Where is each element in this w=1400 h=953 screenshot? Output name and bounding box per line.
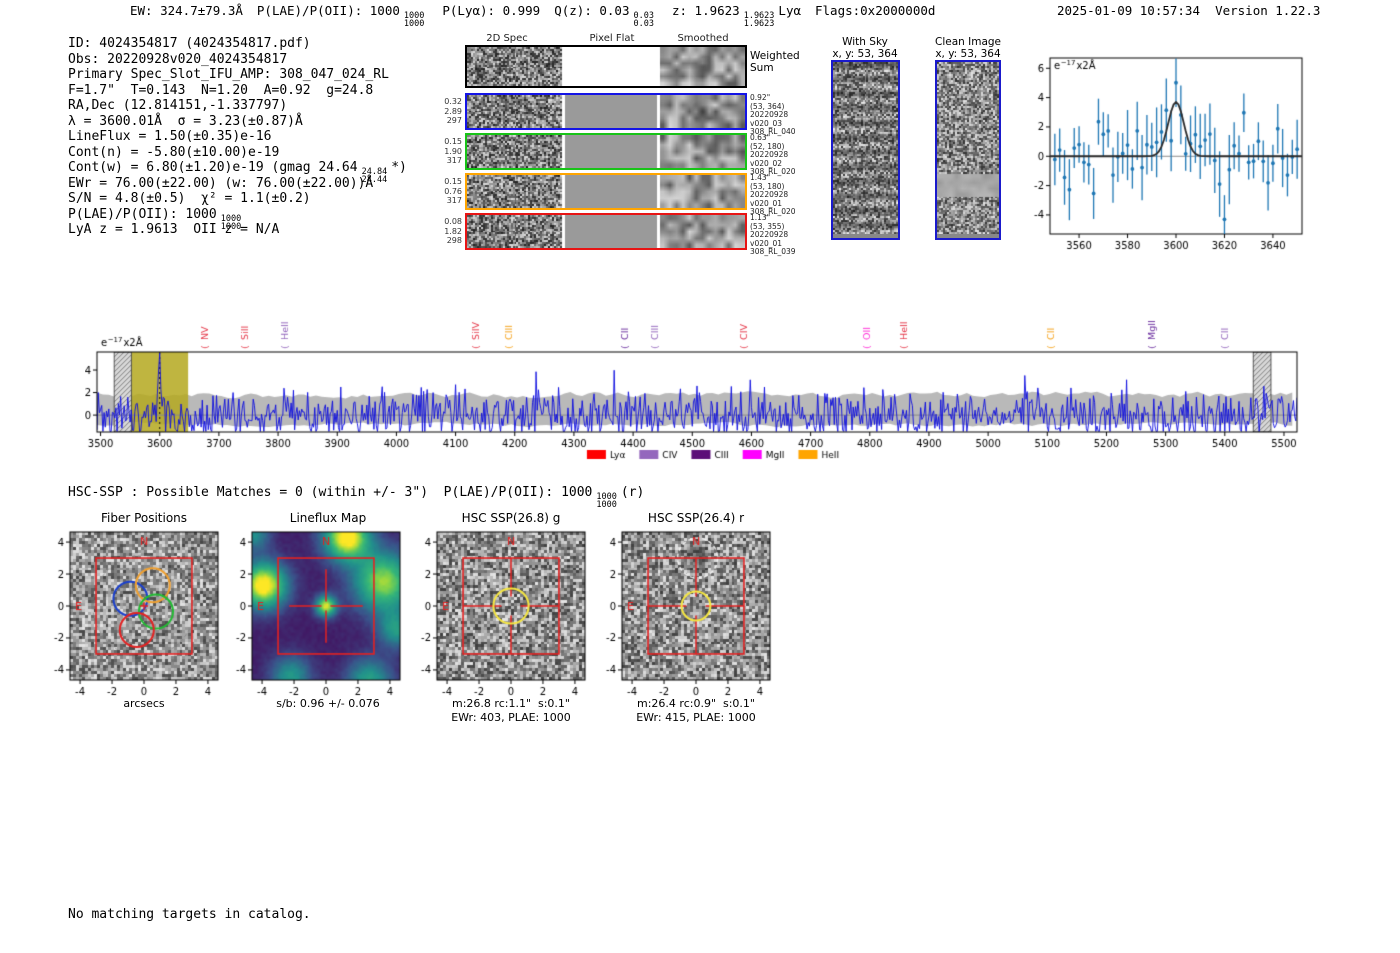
- info-redshifts: LyA z = 1.9613 OII z = N/A: [68, 222, 280, 237]
- clean-image: [935, 60, 1001, 240]
- sb-caption: s/b: 0.96 +/- 0.076: [276, 697, 380, 710]
- lineflux-map-panel: [212, 522, 412, 702]
- with-sky-title: With Sky x, y: 53, 364: [832, 36, 898, 60]
- info-ewr: EWr = 76.00(±22.00) (w: 76.00(±22.00))Å: [68, 175, 374, 191]
- info-cont-w: Cont(w) = 6.80(±1.20)e-19 (gmag 24.64 24.…: [68, 160, 407, 185]
- hsc-g-ewr: EWr: 403, PLAE: 1000: [451, 711, 571, 724]
- twod-spec-row: [465, 213, 747, 250]
- row-fiber-info: 0.92" (53, 364) 20220928 v020_03 308_RL_…: [750, 93, 796, 137]
- plae-poii-value: P(LAE)/P(OII): 1000 1000 1000: [256, 3, 425, 29]
- info-wavelength: λ = 3600.01Å σ = 3.23(±0.87)Å: [68, 113, 303, 129]
- row-fiber-info: 1.13" (53, 355) 20220928 v020_01 308_RL_…: [750, 213, 796, 257]
- hsc-g-panel: [397, 522, 597, 702]
- twod-spec-row: [465, 45, 747, 88]
- label-pixel-flat: Pixel Flat: [589, 33, 635, 44]
- arcsecs-label: arcsecs: [123, 697, 165, 710]
- fiber-positions-panel: [30, 522, 230, 702]
- hsc-r-ewr: EWr: 415, PLAE: 1000: [636, 711, 756, 724]
- ew-value: EW: 324.7±79.3Å: [130, 3, 243, 18]
- with-sky-image: [831, 60, 900, 240]
- full-spectrum-plot: [85, 285, 1315, 485]
- detection-info-block: ID: 4024354817 (4024354817.pdf) Obs: 202…: [68, 36, 407, 238]
- catalog-match-note: No matching targets in catalog. Row inte…: [68, 907, 311, 922]
- label-smoothed: Smoothed: [677, 33, 729, 44]
- row-left-stats: 0.15 0.76 317: [444, 177, 462, 205]
- row-fiber-info: 1.43" (53, 180) 20220928 v020_01 308_RL_…: [750, 173, 796, 217]
- qz-value: Q(z): 0.03 0.03 0.03: [554, 3, 654, 29]
- hsc-g-title: HSC SSP(26.8) g: [461, 511, 561, 525]
- plae-hi-lo: 1000 1000: [403, 11, 425, 29]
- twod-spec-row: [465, 93, 747, 130]
- row-left-stats: 0.32 2.89 297: [444, 97, 462, 125]
- timestamp-version: 2025-01-09 10:57:34 Version 1.22.3: [1057, 3, 1320, 18]
- hsc-g-caption: m:26.8 rc:1.1" s:0.1": [452, 697, 570, 710]
- summary-header: EW: 324.7±79.3Å P(LAE)/P(OII): 1000 1000 10…: [130, 3, 935, 43]
- clean-image-title: Clean Image x, y: 53, 364: [934, 36, 1002, 60]
- info-cont-n: Cont(n) = -5.80(±10.00)e-19: [68, 144, 280, 160]
- hsc-r-title: HSC SSP(26.4) r: [647, 511, 745, 525]
- version-label: Version 1.22.3: [1215, 3, 1321, 18]
- info-primary-amp: Primary Spec_Slot_IFU_AMP: 308_047_024_R…: [68, 67, 389, 82]
- hsc-r-caption: m:26.4 rc:0.9" s:0.1": [637, 697, 755, 710]
- info-obs: Obs: 20220928v020_4024354817: [68, 51, 288, 67]
- weighted-sum-label: Weighted Sum: [750, 50, 800, 74]
- flags-value: Flags:0x2000000d: [815, 3, 936, 18]
- info-seeing: F=1.7" T=0.143 N=1.20 A=0.92 g=24.8: [68, 82, 374, 98]
- info-id: ID: 4024354817 (4024354817.pdf): [68, 36, 311, 51]
- info-radec: RA,Dec (12.814151,-1.337797): [68, 98, 288, 113]
- twod-spec-rows: [465, 45, 747, 255]
- twod-spec-row: [465, 173, 747, 210]
- twod-spec-row: [465, 133, 747, 170]
- redshift-value: z: 1.9623 1.9623 1.9623 Lyα: [671, 3, 801, 29]
- timestamp: 2025-01-09 10:57:34: [1057, 3, 1200, 18]
- info-plae: P(LAE)/P(OII): 1000 1000 1000: [68, 206, 242, 232]
- row-fiber-info: 0.63" (52, 180) 20220928 v020_02 308_RL_…: [750, 133, 796, 177]
- row-left-stats: 0.08 1.82 298: [444, 217, 462, 245]
- hsc-header: HSC-SSP : Possible Matches = 0 (within +…: [68, 485, 645, 510]
- p-lya-value: P(Lyα): 0.999: [442, 3, 541, 18]
- label-2d-spec: 2D Spec: [486, 33, 528, 44]
- fiber-positions-title: Fiber Positions: [100, 511, 188, 525]
- info-sn-chi2: S/N = 4.8(±0.5) χ² = 1.1(±0.2): [68, 191, 311, 206]
- hsc-r-panel: [582, 522, 782, 702]
- info-lineflux: LineFlux = 1.50(±0.35)e-16: [68, 129, 272, 144]
- line-fit-plot: [1030, 42, 1320, 252]
- lineflux-map-title: Lineflux Map: [289, 511, 367, 525]
- clean-image-canvas: [937, 62, 999, 234]
- row-left-stats: 0.15 1.90 317: [444, 137, 462, 165]
- with-sky-canvas: [833, 62, 898, 234]
